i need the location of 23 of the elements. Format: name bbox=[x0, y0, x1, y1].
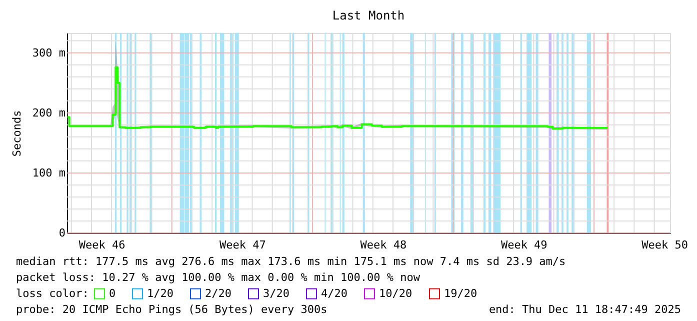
y-axis-title: Seconds bbox=[10, 110, 24, 157]
y-tick-label: 100 m bbox=[32, 166, 66, 180]
legend-label: 0 bbox=[109, 286, 116, 300]
text: end: Thu Dec 11 18:47:49 2025 bbox=[488, 303, 681, 316]
legend-label: 4/20 bbox=[321, 286, 348, 300]
legend-label: 19/20 bbox=[444, 286, 478, 300]
legend-label: 1/20 bbox=[147, 286, 174, 300]
x-tick-label: Week 49 bbox=[500, 238, 548, 252]
text: probe: 20 ICMP Echo Pings (56 Bytes) every 300s bbox=[16, 303, 328, 316]
x-tick-label: Week 47 bbox=[220, 238, 266, 252]
y-tick-label: 300 m bbox=[32, 46, 66, 60]
legend-label: 10/20 bbox=[379, 286, 412, 300]
chart-title: Last Month bbox=[332, 8, 405, 22]
text: packet loss: 10.27 % avg 100.00 % max 0.00 % min 100.00 % now bbox=[16, 271, 420, 284]
text: median rtt: 177.5 ms avg 276.6 ms max 173.6 ms min 175.1 ms now 7.4 ms sd 23.9 am/s bbox=[16, 255, 566, 268]
y-tick-label: 0 bbox=[58, 226, 66, 240]
x-tick-label: Week 46 bbox=[78, 238, 126, 252]
legend-label: 3/20 bbox=[263, 286, 290, 300]
legend-label: 2/20 bbox=[205, 286, 232, 300]
legend-title: loss color: bbox=[16, 287, 89, 300]
x-tick-label: Week 48 bbox=[360, 238, 407, 252]
x-tick-label: Week 50 bbox=[642, 238, 688, 252]
y-tick-label: 200 m bbox=[32, 106, 66, 120]
